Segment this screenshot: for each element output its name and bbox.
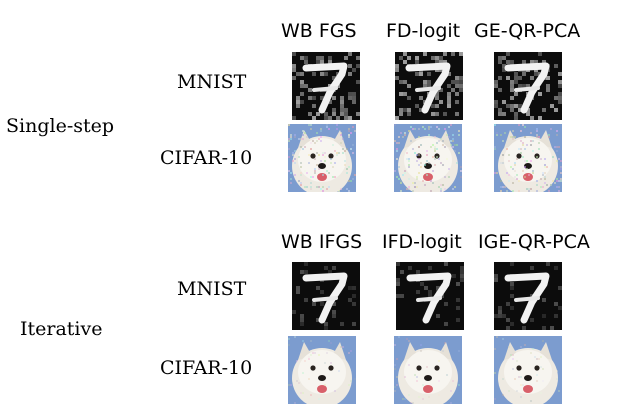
method-header-ifd-logit: IFD-logit <box>382 231 462 253</box>
mnist-adversarial-image-ifd-logit <box>396 262 464 330</box>
cifar-adversarial-image-wb-ifgs <box>288 336 356 404</box>
mnist-adversarial-image-ge-qr-pca <box>494 52 562 120</box>
cifar-adversarial-image-wb-fgs <box>288 124 356 192</box>
row-label-cifar10: CIFAR-10 <box>160 147 253 169</box>
group-label-iterative: Iterative <box>20 318 103 340</box>
mnist-adversarial-image-wb-fgs <box>292 52 360 120</box>
method-header-wb-ifgs: WB IFGS <box>281 231 363 253</box>
mnist-adversarial-image-fd-logit <box>395 52 463 120</box>
row-label-mnist: MNIST <box>177 71 247 93</box>
mnist-adversarial-image-wb-ifgs <box>292 262 360 330</box>
mnist-adversarial-image-ige-qr-pca <box>494 262 562 330</box>
method-header-ge-qr-pca: GE-QR-PCA <box>474 20 581 42</box>
cifar-adversarial-image-fd-logit <box>394 124 462 192</box>
method-header-wb-fgs: WB FGS <box>281 20 357 42</box>
cifar-adversarial-image-ge-qr-pca <box>494 124 562 192</box>
row-label-mnist: MNIST <box>177 278 247 300</box>
group-label-single-step: Single-step <box>6 115 115 137</box>
row-label-cifar10: CIFAR-10 <box>160 357 253 379</box>
method-header-fd-logit: FD-logit <box>386 20 461 42</box>
cifar-adversarial-image-ifd-logit <box>394 336 462 404</box>
cifar-adversarial-image-ige-qr-pca <box>494 336 562 404</box>
method-header-ige-qr-pca: IGE-QR-PCA <box>478 231 590 253</box>
